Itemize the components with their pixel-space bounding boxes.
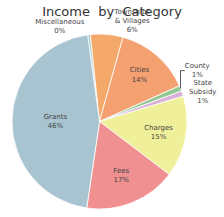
svg-text:Townships& Villages6%: Townships& Villages6% xyxy=(113,8,150,34)
svg-text:Miscellaneous0%: Miscellaneous0% xyxy=(35,18,84,35)
svg-text:County1%: County1% xyxy=(185,62,210,79)
svg-text:Fees17%: Fees17% xyxy=(113,167,129,184)
svg-text:Charges15%: Charges15% xyxy=(144,124,173,141)
svg-text:Grants46%: Grants46% xyxy=(44,113,68,130)
svg-text:Income by Category: Income by Category xyxy=(42,4,182,19)
svg-text:Cities14%: Cities14% xyxy=(130,66,150,83)
svg-text:StateSubsidy1%: StateSubsidy1% xyxy=(189,79,217,105)
